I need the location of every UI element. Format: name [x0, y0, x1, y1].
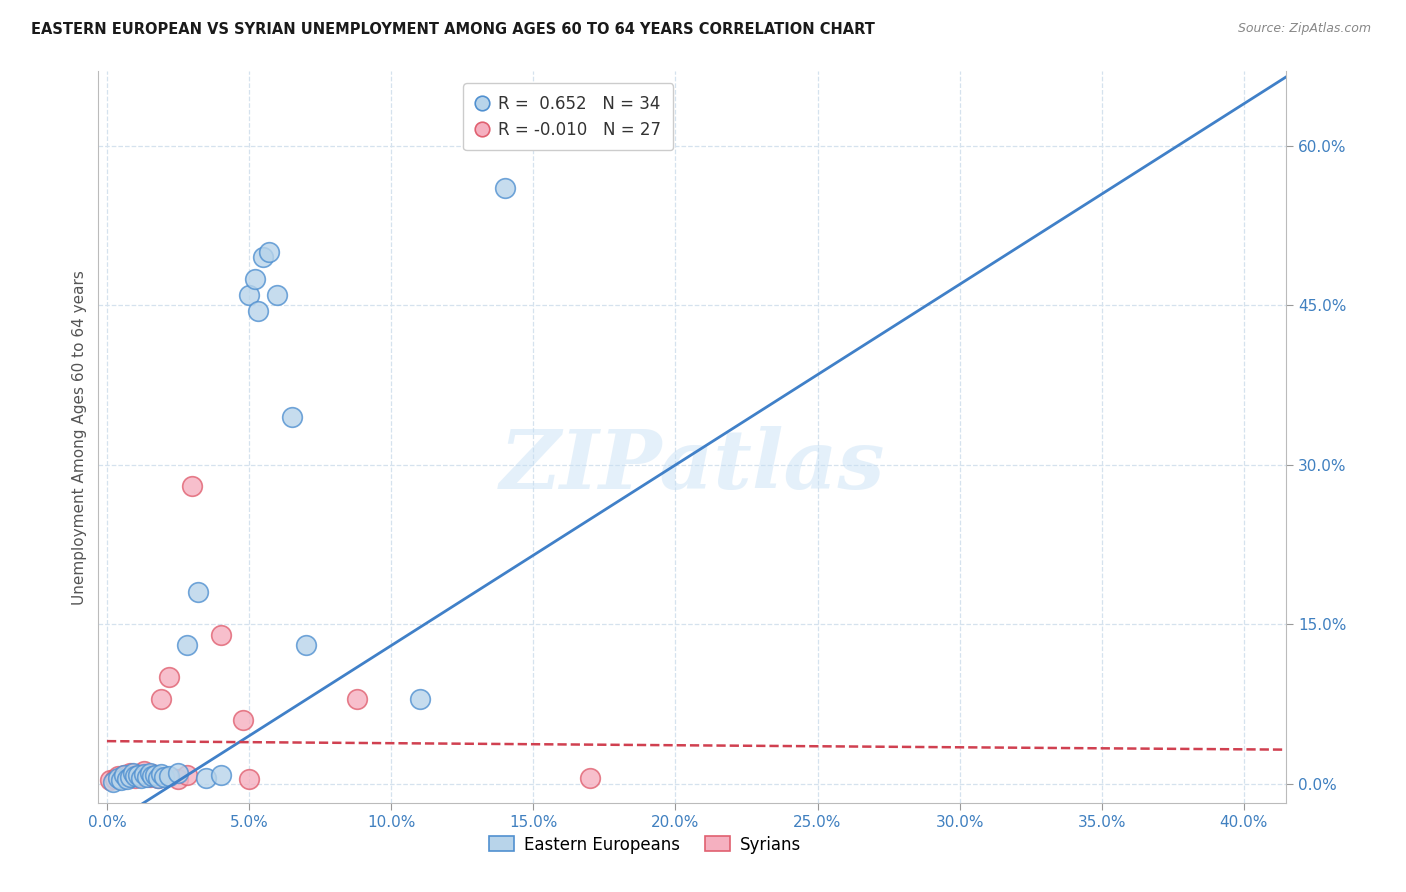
Point [107, 769, 129, 783]
Point [238, 287, 260, 301]
Point [146, 772, 169, 786]
Point [346, 691, 368, 706]
Point [115, 772, 138, 787]
Point [118, 766, 141, 780]
Point [159, 670, 181, 684]
Point [138, 766, 160, 780]
Point [104, 772, 127, 787]
Point [266, 287, 288, 301]
Point [115, 770, 138, 784]
Point [135, 770, 157, 784]
Point [209, 628, 232, 642]
Point [127, 768, 149, 782]
Point [152, 770, 174, 784]
Point [257, 245, 280, 260]
Point [101, 774, 124, 789]
Point [107, 772, 129, 786]
Point [112, 768, 135, 782]
Point [187, 585, 209, 599]
Point [121, 769, 143, 783]
Point [579, 772, 602, 786]
Point [195, 772, 218, 786]
Text: Source: ZipAtlas.com: Source: ZipAtlas.com [1237, 22, 1371, 36]
Point [132, 764, 155, 778]
Y-axis label: Unemployment Among Ages 60 to 64 years: Unemployment Among Ages 60 to 64 years [72, 269, 87, 605]
Point [112, 768, 135, 782]
Point [143, 768, 166, 782]
Point [110, 772, 132, 786]
Point [110, 773, 132, 788]
Point [159, 769, 181, 783]
Point [176, 768, 198, 782]
Point [121, 766, 143, 780]
Point [143, 769, 166, 783]
Point [127, 767, 149, 781]
Point [295, 639, 318, 653]
Point [135, 768, 157, 782]
Point [494, 181, 516, 195]
Text: ZIPatlas: ZIPatlas [499, 426, 886, 507]
Point [124, 769, 146, 783]
Point [167, 766, 190, 780]
Point [246, 303, 269, 318]
Point [209, 768, 232, 782]
Point [124, 772, 146, 786]
Text: EASTERN EUROPEAN VS SYRIAN UNEMPLOYMENT AMONG AGES 60 TO 64 YEARS CORRELATION CH: EASTERN EUROPEAN VS SYRIAN UNEMPLOYMENT … [31, 22, 875, 37]
Point [138, 770, 160, 784]
Point [280, 409, 302, 424]
Point [243, 271, 266, 285]
Point [238, 772, 260, 787]
Point [149, 691, 172, 706]
Point [98, 773, 121, 788]
Point [146, 772, 169, 786]
Point [129, 772, 152, 786]
Point [408, 691, 430, 706]
Point [129, 769, 152, 783]
Point [232, 713, 254, 727]
Point [181, 479, 204, 493]
Point [252, 251, 274, 265]
Legend: Eastern Europeans, Syrians: Eastern Europeans, Syrians [482, 829, 807, 860]
Point [149, 767, 172, 781]
Point [167, 772, 190, 787]
Point [118, 770, 141, 784]
Point [141, 769, 163, 783]
Point [132, 767, 155, 781]
Point [141, 767, 163, 781]
Point [176, 639, 198, 653]
